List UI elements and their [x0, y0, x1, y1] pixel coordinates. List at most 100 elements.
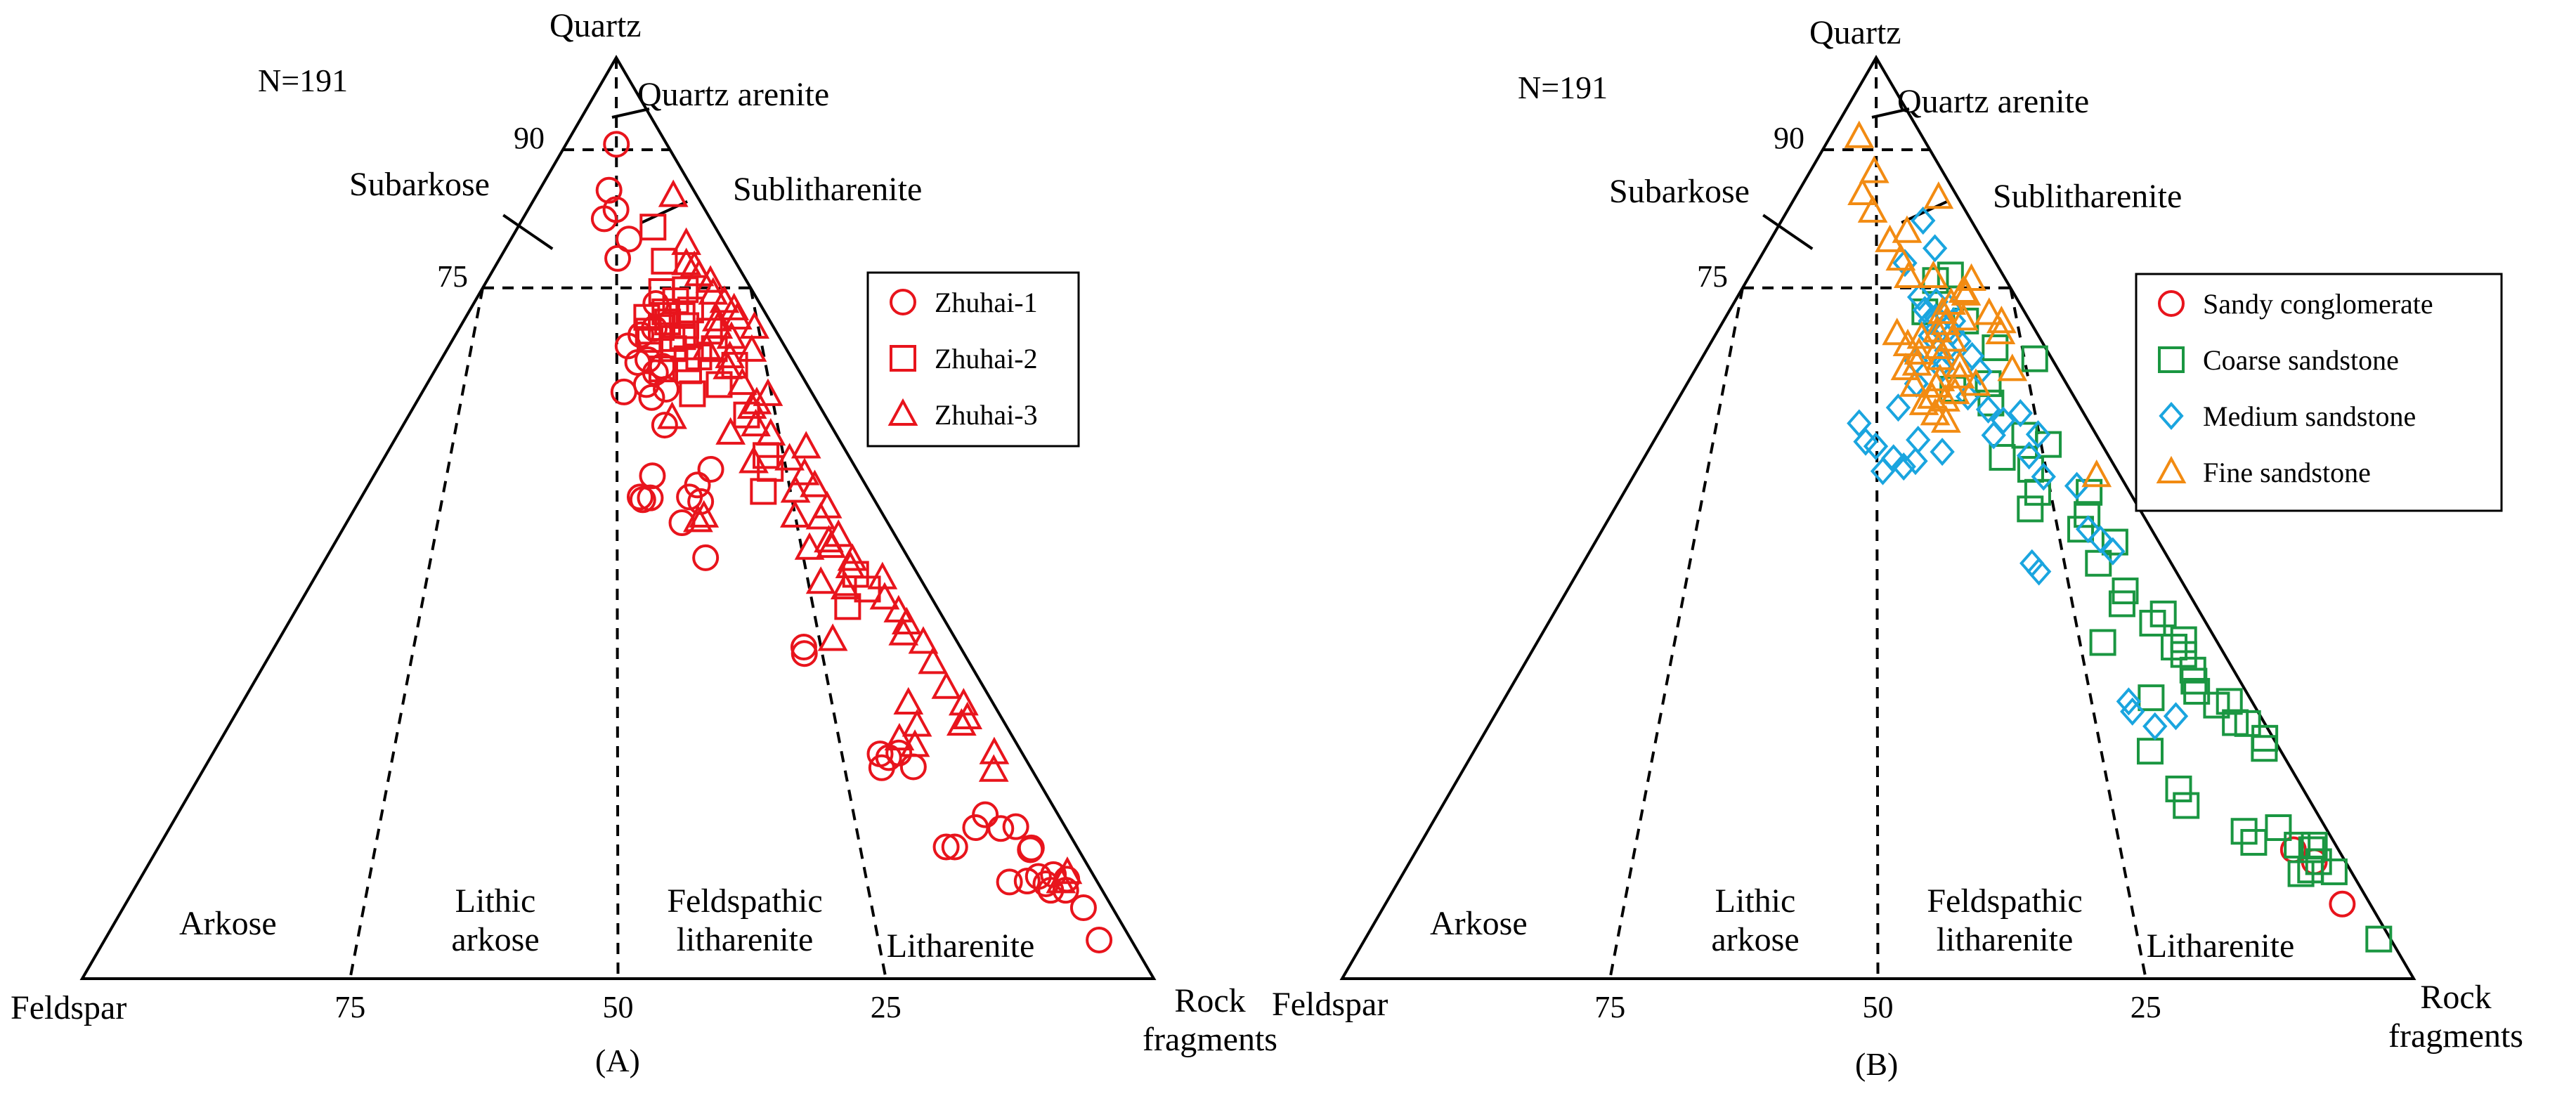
- data-point: [671, 247, 702, 275]
- data-point: [2101, 528, 2128, 556]
- data-point: [750, 478, 777, 505]
- pointer-subarkose: [502, 214, 554, 250]
- data-point: [2016, 441, 2042, 470]
- data-point: [651, 412, 678, 439]
- label-quartz-arenite: Quartz arenite: [637, 76, 829, 113]
- legend-label: Sandy conglomerate: [2203, 288, 2433, 320]
- data-point: [2136, 738, 2164, 765]
- boundary-arkose: [349, 287, 484, 979]
- data-point: [595, 176, 623, 204]
- data-point: [683, 504, 713, 533]
- ternary-frame: [1339, 55, 2416, 980]
- data-point: [1844, 120, 1875, 148]
- data-point: [719, 292, 750, 320]
- data-point: [2076, 515, 2101, 544]
- series-zhuhai-1: [590, 131, 1113, 953]
- data-point: [736, 391, 767, 419]
- label-feldspathic-litharenite-1: Feldspathic: [1927, 882, 2082, 920]
- label-sublitharenite: Sublitharenite: [1993, 178, 2182, 215]
- data-point: [2165, 775, 2192, 802]
- data-point: [722, 301, 753, 330]
- tick-q90: 90: [1774, 121, 1804, 155]
- data-point: [1923, 181, 1954, 209]
- data-point: [1892, 215, 1923, 243]
- data-point: [1903, 447, 1928, 476]
- data-point: [2234, 710, 2261, 737]
- label-lithic-arkose-1: Lithic: [1715, 882, 1796, 920]
- data-point: [1892, 328, 1923, 357]
- data-point: [814, 525, 844, 553]
- data-point: [1891, 452, 1916, 481]
- data-point: [2163, 702, 2189, 731]
- data-point: [739, 311, 770, 339]
- boundary-f-eq-r: [615, 57, 620, 979]
- data-point: [610, 378, 637, 405]
- label-feldspathic-litharenite-1: Feldspathic: [667, 882, 822, 920]
- data-point: [2216, 688, 2243, 715]
- data-point: [651, 298, 679, 325]
- data-point: [2138, 684, 2165, 712]
- tick-q75: 75: [1697, 259, 1728, 294]
- apex-label-quartz: Quartz: [1809, 14, 1901, 51]
- data-point: [902, 709, 932, 737]
- data-point: [932, 833, 960, 861]
- data-point: [1885, 242, 1916, 271]
- data-point: [1853, 427, 1878, 456]
- n-label: N=191: [258, 63, 348, 98]
- data-point: [837, 543, 868, 571]
- data-point: [1904, 337, 1934, 365]
- data-point: [2251, 724, 2279, 752]
- data-point: [2064, 471, 2090, 500]
- data-point: [2170, 626, 2197, 653]
- data-point: [629, 486, 656, 514]
- data-point: [774, 443, 805, 471]
- pointer-subarkose: [1762, 214, 1814, 250]
- data-point: [1922, 315, 1953, 343]
- data-point: [638, 384, 665, 411]
- tick-base-75: 75: [1594, 990, 1625, 1024]
- data-point: [1967, 358, 1993, 386]
- data-point: [805, 502, 836, 530]
- data-point: [834, 593, 861, 620]
- legend-marker: [2158, 290, 2185, 317]
- data-point: [2025, 420, 2051, 449]
- data-point: [1863, 432, 1889, 461]
- data-point: [996, 868, 1023, 896]
- data-point: [1885, 393, 1911, 422]
- data-point: [2284, 831, 2311, 859]
- data-point: [1892, 249, 1918, 278]
- label-lithic-arkose-2: arkose: [1711, 921, 1799, 958]
- data-point: [648, 278, 675, 305]
- data-point: [698, 277, 729, 305]
- legend: Sandy conglomerate Coarse sandstone Medium…: [2135, 273, 2503, 512]
- data-point: [715, 417, 746, 445]
- data-point: [648, 355, 675, 383]
- apex-label-rock: Rock: [2420, 979, 2491, 1016]
- data-point: [695, 265, 726, 293]
- data-point: [979, 736, 1010, 764]
- n-label: N=191: [1518, 70, 1608, 105]
- series-zhuhai-3: [657, 179, 1083, 894]
- data-point: [2085, 549, 2112, 577]
- apex-label-feldspar: Feldspar: [1272, 986, 1388, 1023]
- data-point: [713, 351, 743, 379]
- data-point: [1927, 296, 1958, 325]
- data-point: [869, 582, 900, 610]
- data-point: [658, 179, 689, 207]
- apex-label-fragments: fragments: [2388, 1017, 2523, 1055]
- data-point: [2081, 459, 2112, 488]
- apex-label-fragments: fragments: [1143, 1021, 1277, 1058]
- data-point: [1859, 155, 1889, 183]
- data-point: [2297, 856, 2324, 884]
- data-point: [1930, 355, 1955, 384]
- data-point: [1906, 426, 1931, 455]
- data-point: [701, 304, 732, 332]
- data-point: [2365, 925, 2393, 953]
- data-point: [669, 323, 696, 351]
- data-point: [2170, 641, 2197, 668]
- data-point: [1981, 421, 2006, 450]
- data-point: [868, 754, 895, 781]
- data-point: [946, 707, 977, 736]
- legend-marker: [2159, 401, 2184, 431]
